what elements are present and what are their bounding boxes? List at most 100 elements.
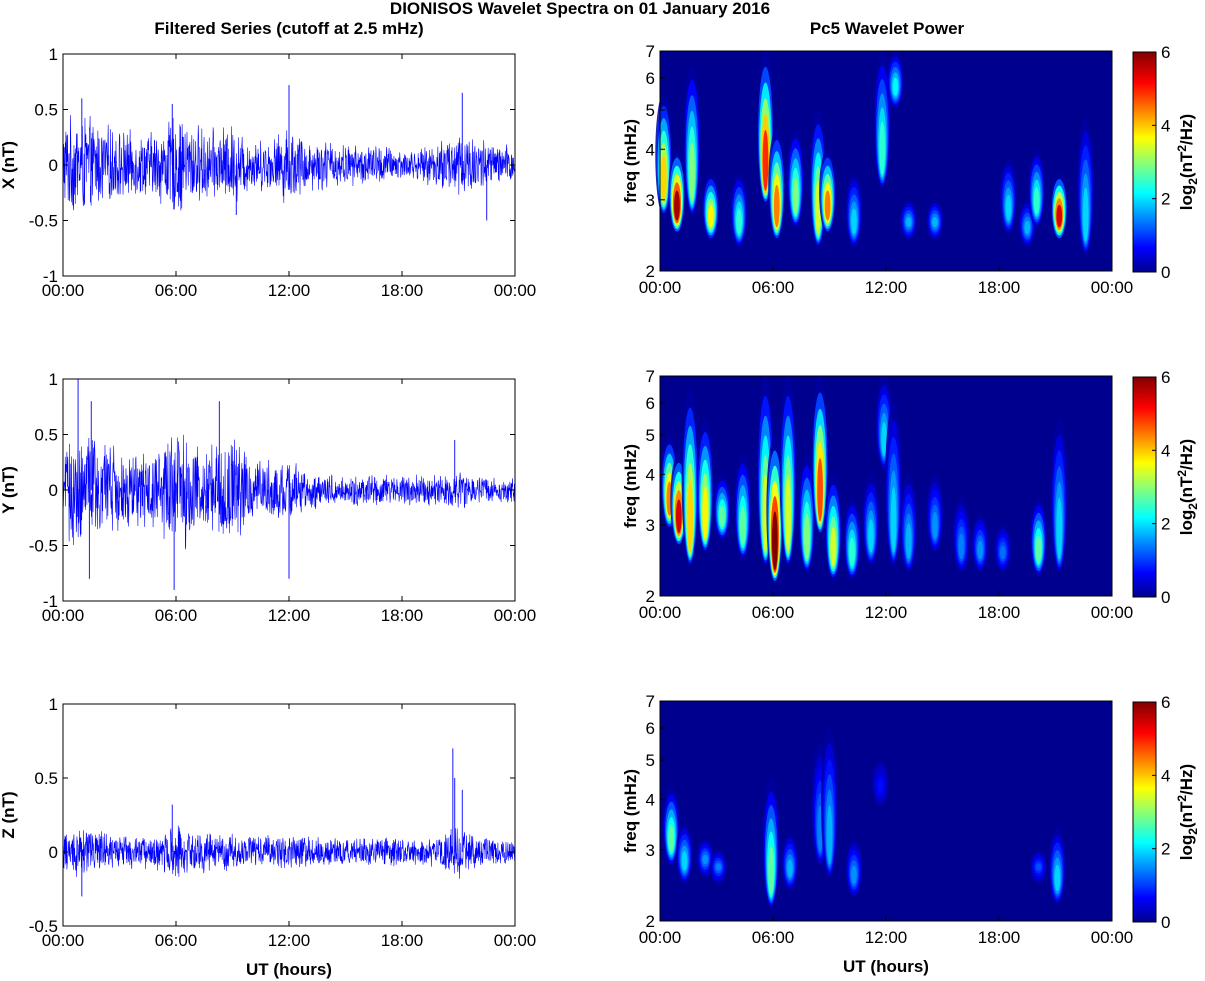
power-burst: [707, 204, 714, 228]
x-tick-label: 12:00: [865, 928, 908, 947]
x-tick-label: 12:00: [865, 603, 908, 622]
x-tick-label: 00:00: [494, 931, 537, 950]
left-column-title: Filtered Series (cutoff at 2.5 mHz): [154, 19, 423, 38]
x-tick-label: 00:00: [639, 603, 682, 622]
power-burst: [768, 844, 774, 896]
y-tick-label: 5: [646, 101, 655, 120]
x-tick-label: 12:00: [268, 281, 311, 300]
power-burst: [1033, 187, 1040, 215]
y-tick-label: 0.5: [34, 769, 58, 788]
y-tick-label: 3: [646, 841, 655, 860]
z-timeseries-panel: -0.5 0 0.5 1 00:00 06:00 12:00 18:00 00:00 Z (nT): [0, 695, 536, 950]
power-burst: [868, 519, 874, 553]
x-tick-label: 00:00: [494, 606, 537, 625]
power-burst: [817, 457, 823, 522]
colorbar: [1132, 376, 1157, 598]
colorbar: [1132, 51, 1157, 273]
power-burst: [932, 216, 938, 228]
colorbar-tick-label: 0: [1161, 913, 1170, 932]
power-burst: [1035, 863, 1042, 871]
power-burst: [772, 511, 778, 571]
x-tick-label: 18:00: [978, 603, 1021, 622]
y-tick-label: 2: [646, 912, 655, 931]
right-column-title: Pc5 Wavelet Power: [810, 19, 965, 38]
power-burst: [1005, 194, 1012, 221]
power-burst: [736, 208, 742, 235]
power-burst: [1056, 497, 1063, 560]
power-burst: [702, 854, 709, 865]
power-burst: [905, 216, 912, 228]
power-burst: [675, 499, 682, 534]
power-burst: [905, 522, 912, 560]
x-tick-label: 00:00: [639, 928, 682, 947]
y-tick-label: 6: [646, 719, 655, 738]
power-burst: [668, 824, 675, 853]
power-burst: [977, 540, 984, 560]
x-tick-label: 18:00: [381, 606, 424, 625]
y-tick-label: 7: [646, 42, 655, 61]
y-tick-label: 3: [646, 516, 655, 535]
x-tick-label: 18:00: [978, 928, 1021, 947]
colorbar-label: log2(nT2/Hz): [1175, 114, 1200, 210]
colorbar-tick-label: 4: [1161, 441, 1170, 460]
x-tick-label: 06:00: [752, 928, 795, 947]
power-burst: [830, 526, 837, 567]
x-tick-label: 12:00: [865, 278, 908, 297]
colorbar-tick-label: 2: [1161, 190, 1170, 209]
colorbar: [1132, 701, 1157, 923]
power-burst: [719, 505, 726, 528]
power-burst: [849, 537, 855, 567]
power-burst: [892, 77, 899, 96]
x-tick-label: 06:00: [752, 603, 795, 622]
x-tick-label: 00:00: [1091, 603, 1134, 622]
x-tick-label: 06:00: [155, 931, 198, 950]
y-tick-label: 2: [646, 587, 655, 606]
power-burst: [792, 177, 799, 215]
y-axis-label: X (nT): [0, 141, 18, 189]
power-burst: [739, 506, 746, 546]
x-tick-label: 00:00: [42, 931, 85, 950]
y-tick-label: 5: [646, 751, 655, 770]
y-tick-label: 1: [49, 695, 58, 714]
colorbar-tick-label: 4: [1161, 766, 1170, 785]
x-tick-label: 00:00: [494, 281, 537, 300]
spectrogram-background: [660, 701, 1112, 921]
x-tick-label: 18:00: [381, 931, 424, 950]
power-burst: [762, 129, 769, 191]
figure-title: DIONISOS Wavelet Spectra on 01 January 2…: [390, 0, 770, 18]
x-timeseries-panel: -1 -0.5 0 0.5 1 00:00 06:00 12:00 18:00 00:00 X (n…: [0, 45, 536, 300]
colorbar-tick-label: 2: [1161, 515, 1170, 534]
power-burst: [1035, 535, 1042, 563]
power-burst: [890, 487, 897, 553]
y-tick-label: 0.5: [34, 426, 58, 445]
power-burst: [1024, 220, 1031, 235]
power-burst: [1054, 864, 1061, 892]
colorbar-tick-label: 6: [1161, 693, 1170, 712]
y-tick-label: 1: [49, 370, 58, 389]
y-tick-label: -1: [43, 592, 58, 611]
x-tick-label: 00:00: [1091, 278, 1134, 297]
y-tick-label: 0.5: [34, 101, 58, 120]
y-tick-label: 1: [49, 45, 58, 64]
y-tick-label: 7: [646, 692, 655, 711]
colorbar-tick-label: 6: [1161, 368, 1170, 387]
power-burst: [702, 486, 709, 540]
power-burst: [958, 533, 965, 560]
colorbar-tick-label: 6: [1161, 43, 1170, 62]
y-tick-label: 5: [646, 426, 655, 445]
power-burst: [715, 863, 722, 871]
colorbar-tick-label: 0: [1161, 588, 1170, 607]
power-burst: [881, 421, 887, 456]
y-tick-label: -1: [43, 267, 58, 286]
colorbar-tick-label: 0: [1161, 263, 1170, 282]
power-burst: [785, 474, 791, 553]
colorbar-tick-label: 4: [1161, 116, 1170, 135]
x-tick-label: 00:00: [42, 606, 85, 625]
x-tick-label: 00:00: [639, 278, 682, 297]
y-axis-label: freq (mHz): [621, 119, 640, 203]
y-tick-label: 0: [49, 156, 58, 175]
power-burst: [689, 141, 695, 203]
right-xlabel: UT (hours): [843, 957, 929, 976]
x-tick-label: 18:00: [381, 281, 424, 300]
y-timeseries-panel: -1 -0.5 0 0.5 1 00:00 06:00 12:00 18:00 00:00 Y (n…: [0, 370, 536, 625]
